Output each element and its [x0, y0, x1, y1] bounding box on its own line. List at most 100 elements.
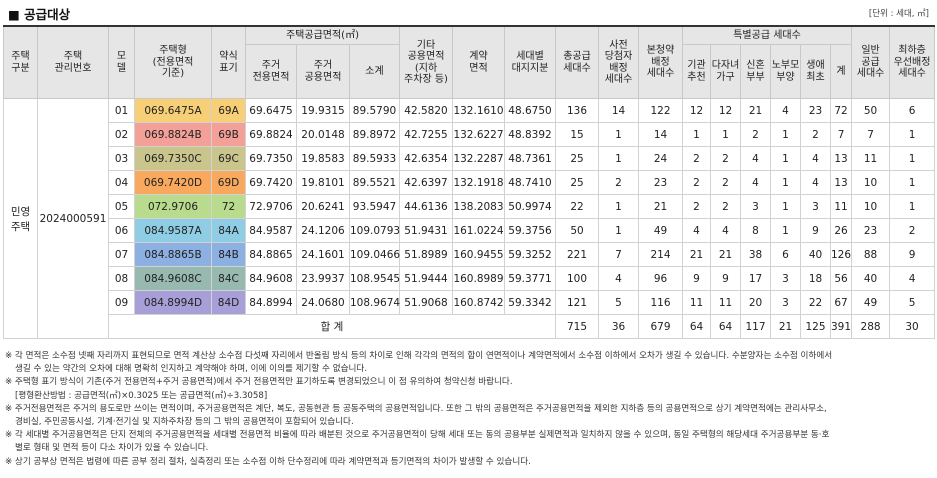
inst-cell: 2 — [682, 194, 711, 219]
land-cell: 48.6750 — [504, 98, 556, 123]
first-cell: 2 — [800, 122, 831, 147]
model-cell: 01 — [108, 98, 135, 123]
footnote-line: 생길 수 있는 약간의 오차에 대해 명확히 인지하고 계약해야 하며, 이에 … — [15, 364, 368, 375]
table-row: 08 084.9608C 84C 84.9608 23.9937 108.9545 51.9… — [4, 266, 936, 291]
footnotes: ※ 각 면적은 소수점 넷째 자리까지 표현되므로 면적 계산상 소수점 다섯째… — [5, 350, 933, 469]
pre-cell: 14 — [598, 98, 639, 123]
other-cell: 42.7255 — [399, 122, 453, 147]
subtotal-cell: 89.8972 — [349, 122, 400, 147]
main-cell: 122 — [638, 98, 683, 123]
first-cell: 22 — [800, 290, 831, 315]
common-cell: 24.1206 — [296, 218, 350, 243]
mgmt-no-cell: 2024000591 — [37, 98, 109, 339]
general-cell: 88 — [851, 242, 891, 267]
main-cell: 21 — [638, 194, 683, 219]
table-row: 03 069.7350C 69C 69.7350 19.8583 89.5933 42.63… — [4, 146, 936, 171]
type-cell: 069.6475A — [134, 98, 212, 123]
col-sp-sum: 계 — [829, 44, 853, 99]
contract-cell: 132.2287 — [452, 146, 505, 171]
total-label: 합 계 — [108, 314, 556, 339]
col-supply-area: 주택공급면적(㎡) — [245, 25, 400, 45]
col-other-common: 기타 공용면적 (지하 주차장 등) — [399, 25, 453, 99]
exclusive-cell: 69.6475 — [245, 98, 297, 123]
newly-cell: 4 — [740, 170, 771, 195]
minp-cell: 1 — [889, 146, 936, 171]
col-sp-newly: 신혼 부부 — [740, 44, 771, 99]
main-cell: 49 — [638, 218, 683, 243]
model-cell: 02 — [108, 122, 135, 147]
abbr-cell: 69B — [211, 122, 246, 147]
common-cell: 19.8101 — [296, 170, 350, 195]
inst-cell: 12 — [682, 98, 711, 123]
land-cell: 59.3756 — [504, 218, 556, 243]
elder-cell: 1 — [770, 122, 801, 147]
contract-cell: 160.8742 — [452, 290, 505, 315]
general-cell: 7 — [851, 122, 891, 147]
inst-cell: 1 — [682, 122, 711, 147]
main-cell: 214 — [638, 242, 683, 267]
col-min-priority: 최하층 우선배정 세대수 — [889, 25, 936, 99]
common-cell: 24.1601 — [296, 242, 350, 267]
other-cell: 42.6354 — [399, 146, 453, 171]
land-cell: 48.8392 — [504, 122, 556, 147]
col-model: 모 델 — [108, 25, 135, 99]
abbr-cell: 84D — [211, 290, 246, 315]
main-cell: 23 — [638, 170, 683, 195]
footnote-line: 경비실, 주민공동시설, 기계·전기실 및 지하주차장 등의 그 밖의 공용면적… — [15, 417, 354, 428]
pre-cell: 1 — [598, 194, 639, 219]
main-cell: 24 — [638, 146, 683, 171]
footnote-line: ※ 주거전용면적은 주거의 용도로만 쓰이는 면적이며, 주거공용면적은 계단,… — [5, 403, 827, 414]
first-cell: 23 — [800, 98, 831, 123]
table-body: 민영 주택 2024000591 01 069.6475A 69A 69.6475 19.9… — [3, 98, 936, 339]
type-cell: 069.7420D — [134, 170, 212, 195]
total-multi-cell: 64 — [710, 314, 741, 339]
common-cell: 23.9937 — [296, 266, 350, 291]
newly-cell: 38 — [740, 242, 771, 267]
model-cell: 09 — [108, 290, 135, 315]
footnote-line: ※ 각 세대별 주거공용면적은 단지 전체의 주거공용면적을 세대별 전용면적 … — [5, 430, 830, 441]
total-newly-cell: 117 — [740, 314, 771, 339]
pre-cell: 4 — [598, 266, 639, 291]
col-special: 특별공급 세대수 — [681, 25, 853, 45]
contract-cell: 160.8989 — [452, 266, 505, 291]
type-cell: 069.7350C — [134, 146, 212, 171]
footnote-line: ※ 각 면적은 소수점 넷째 자리까지 표현되므로 면적 계산상 소수점 다섯째… — [5, 351, 833, 361]
general-cell: 50 — [851, 98, 891, 123]
pre-cell: 1 — [598, 146, 639, 171]
type-cell: 084.8865B — [134, 242, 212, 267]
newly-cell: 21 — [740, 98, 771, 123]
table-row: 04 069.7420D 69D 69.7420 19.8101 89.5521 42.63… — [4, 170, 936, 195]
land-cell: 59.3342 — [504, 290, 556, 315]
total-cell: 25 — [555, 146, 599, 171]
total-elder-cell: 21 — [770, 314, 801, 339]
type-cell: 084.9587A — [134, 218, 212, 243]
spsum-cell: 13 — [829, 146, 853, 171]
subtotal-cell: 93.5947 — [349, 194, 400, 219]
exclusive-cell: 84.9587 — [245, 218, 297, 243]
main-cell: 96 — [638, 266, 683, 291]
col-pre-winner: 사전 당첨자 배정 세대수 — [598, 25, 639, 99]
multi-cell: 2 — [710, 146, 741, 171]
house-type-cell: 민영 주택 — [3, 98, 38, 339]
newly-cell: 17 — [740, 266, 771, 291]
spsum-cell: 26 — [829, 218, 853, 243]
exclusive-cell: 84.9608 — [245, 266, 297, 291]
total-cell: 136 — [555, 98, 599, 123]
inst-cell: 11 — [682, 290, 711, 315]
first-cell: 4 — [800, 170, 831, 195]
multi-cell: 2 — [710, 170, 741, 195]
col-contract-area: 계약 면적 — [452, 25, 505, 99]
total-total-cell: 715 — [555, 314, 599, 339]
exclusive-cell: 69.7350 — [245, 146, 297, 171]
newly-cell: 2 — [740, 122, 771, 147]
other-cell: 51.8989 — [399, 242, 453, 267]
total-first-cell: 125 — [800, 314, 831, 339]
contract-cell: 132.6227 — [452, 122, 505, 147]
footnote-line: ※ 주택형 표기 방식이 기존(주거 전용면적+주거 공용면적)에서 주거 전용… — [5, 377, 513, 388]
col-common: 주거 공용면적 — [296, 44, 350, 99]
exclusive-cell: 69.7420 — [245, 170, 297, 195]
total-inst-cell: 64 — [682, 314, 711, 339]
minp-cell: 1 — [889, 122, 936, 147]
newly-cell: 3 — [740, 194, 771, 219]
other-cell: 42.6397 — [399, 170, 453, 195]
